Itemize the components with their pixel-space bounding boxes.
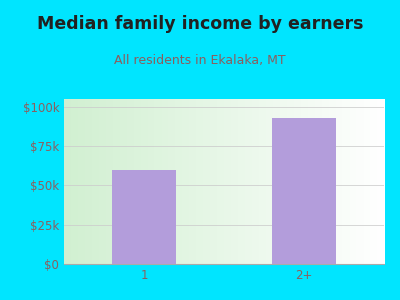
Bar	[112, 170, 176, 264]
Bar	[272, 118, 336, 264]
Text: Median family income by earners: Median family income by earners	[37, 15, 363, 33]
Text: All residents in Ekalaka, MT: All residents in Ekalaka, MT	[114, 54, 286, 67]
